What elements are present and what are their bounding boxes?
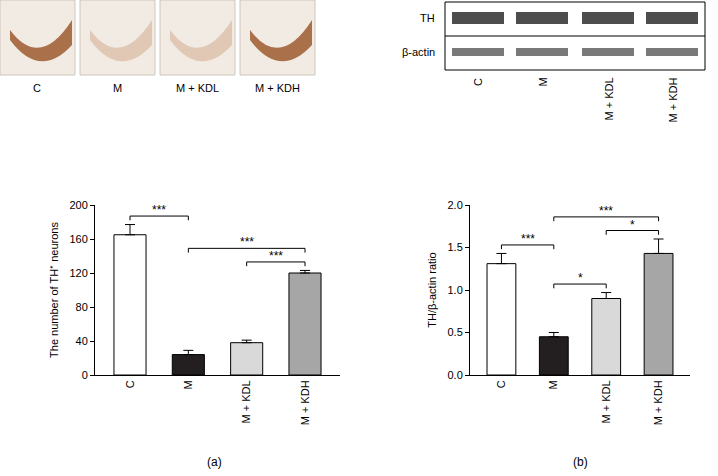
svg-text:M + KDL: M + KDL bbox=[240, 380, 252, 423]
svg-text:C: C bbox=[33, 82, 41, 94]
svg-text:TH/β-actin ratio: TH/β-actin ratio bbox=[426, 252, 438, 327]
svg-text:M: M bbox=[182, 380, 194, 389]
svg-text:M: M bbox=[113, 82, 122, 94]
svg-text:40: 40 bbox=[76, 335, 88, 347]
svg-text:0.5: 0.5 bbox=[448, 326, 463, 338]
svg-text:160: 160 bbox=[69, 233, 87, 245]
svg-text:200: 200 bbox=[69, 199, 87, 211]
svg-text:β-actin: β-actin bbox=[402, 46, 435, 58]
svg-text:***: *** bbox=[152, 203, 166, 217]
svg-text:120: 120 bbox=[69, 267, 87, 279]
svg-text:M + KDH: M + KDH bbox=[299, 380, 311, 425]
svg-text:M + KDH: M + KDH bbox=[255, 82, 300, 94]
svg-text:0.0: 0.0 bbox=[448, 369, 463, 381]
svg-text:(b): (b) bbox=[573, 455, 588, 469]
svg-text:(a): (a) bbox=[207, 455, 222, 469]
svg-text:C: C bbox=[472, 78, 484, 86]
svg-text:TH: TH bbox=[420, 12, 435, 24]
svg-text:***: *** bbox=[240, 235, 254, 249]
svg-text:1.0: 1.0 bbox=[448, 284, 463, 296]
svg-text:*: * bbox=[578, 271, 583, 285]
svg-text:2.0: 2.0 bbox=[448, 199, 463, 211]
svg-text:***: *** bbox=[269, 249, 283, 263]
svg-text:M: M bbox=[547, 380, 559, 389]
svg-text:0: 0 bbox=[82, 369, 88, 381]
svg-text:M: M bbox=[537, 77, 549, 86]
svg-text:M + KDH: M + KDH bbox=[652, 380, 664, 425]
svg-text:1.5: 1.5 bbox=[448, 241, 463, 253]
svg-text:The number of TH⁺ neurons: The number of TH⁺ neurons bbox=[48, 222, 60, 358]
svg-text:M + KDL: M + KDL bbox=[176, 82, 219, 94]
svg-text:***: *** bbox=[599, 204, 613, 218]
svg-text:M + KDL: M + KDL bbox=[603, 77, 615, 120]
svg-text:M + KDL: M + KDL bbox=[600, 380, 612, 423]
svg-text:80: 80 bbox=[76, 301, 88, 313]
svg-text:***: *** bbox=[521, 232, 535, 246]
svg-text:C: C bbox=[495, 380, 507, 388]
svg-text:C: C bbox=[124, 380, 136, 388]
svg-text:*: * bbox=[630, 218, 635, 232]
svg-text:M + KDH: M + KDH bbox=[667, 78, 679, 123]
